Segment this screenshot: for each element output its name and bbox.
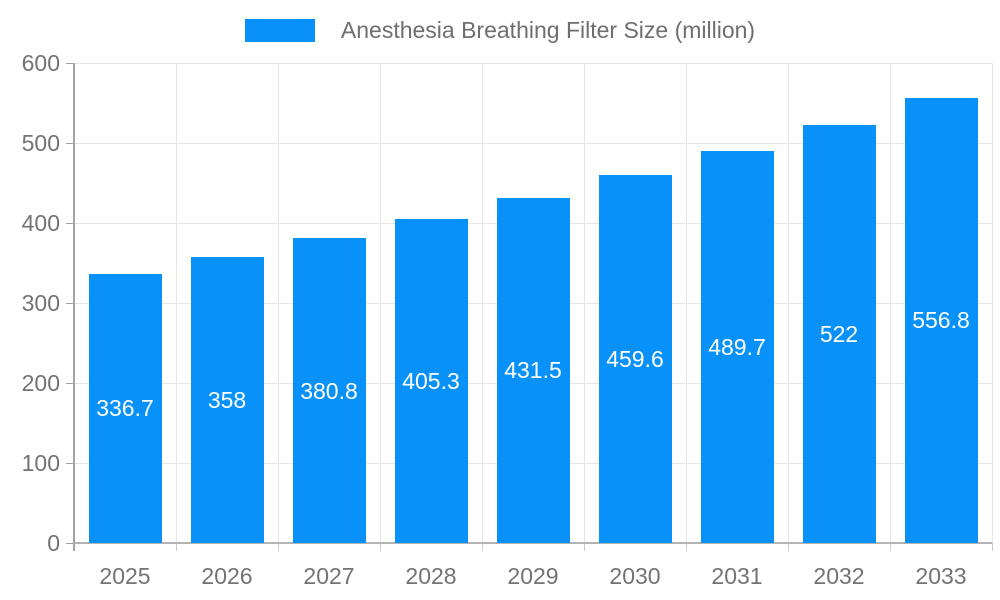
x-tick-mark xyxy=(175,543,177,551)
bar-2033[interactable] xyxy=(904,97,978,543)
x-axis-tick-label: 2026 xyxy=(201,563,253,589)
x-gridline xyxy=(583,63,585,543)
bar-value-label: 522 xyxy=(819,321,859,348)
y-tick-mark xyxy=(66,142,74,144)
bar-2030[interactable] xyxy=(598,175,672,543)
bar-value-label: 358 xyxy=(207,386,247,413)
x-tick-mark xyxy=(991,543,993,551)
bar-2025[interactable] xyxy=(88,273,162,543)
y-axis-tick-label: 200 xyxy=(21,370,60,396)
bar-value-label: 380.8 xyxy=(300,377,358,404)
y-gridline xyxy=(74,62,992,64)
bar-2031[interactable] xyxy=(700,151,774,543)
x-gridline xyxy=(481,63,483,543)
x-gridline xyxy=(991,63,993,543)
bar-value-label: 556.8 xyxy=(912,307,970,334)
x-axis-tick-label: 2029 xyxy=(507,563,559,589)
bar-2028[interactable] xyxy=(394,218,468,543)
legend-label: Anesthesia Breathing Filter Size (millio… xyxy=(340,16,756,43)
y-tick-mark xyxy=(66,382,74,384)
bar-value-label: 405.3 xyxy=(402,367,460,394)
x-axis-tick-label: 2027 xyxy=(303,563,355,589)
y-axis-tick-label: 500 xyxy=(21,130,60,156)
y-axis-line xyxy=(73,63,75,551)
x-axis-tick-label: 2032 xyxy=(813,563,865,589)
bar-2032[interactable] xyxy=(802,125,876,543)
y-axis-tick-label: 0 xyxy=(47,530,60,556)
x-tick-mark xyxy=(787,543,789,551)
x-axis-tick-label: 2033 xyxy=(915,563,967,589)
y-axis-tick-label: 400 xyxy=(21,210,60,236)
y-tick-mark xyxy=(66,222,74,224)
y-axis-tick-label: 100 xyxy=(21,450,60,476)
y-tick-mark xyxy=(66,542,74,544)
x-tick-mark xyxy=(379,543,381,551)
bar-value-label: 336.7 xyxy=(96,395,154,422)
y-gridline xyxy=(74,142,992,144)
x-axis-line xyxy=(74,542,992,544)
x-tick-mark xyxy=(481,543,483,551)
x-gridline xyxy=(889,63,891,543)
bar-2027[interactable] xyxy=(292,238,366,543)
y-tick-mark xyxy=(66,462,74,464)
x-axis-tick-label: 2030 xyxy=(609,563,661,589)
x-axis-tick-label: 2028 xyxy=(405,563,457,589)
x-gridline xyxy=(685,63,687,543)
bar-2026[interactable] xyxy=(190,256,264,543)
x-tick-mark xyxy=(583,543,585,551)
bar-value-label: 489.7 xyxy=(708,334,766,361)
x-axis-tick-label: 2031 xyxy=(711,563,763,589)
x-tick-mark xyxy=(685,543,687,551)
x-axis-tick-label: 2025 xyxy=(99,563,151,589)
x-tick-mark xyxy=(889,543,891,551)
chart-legend[interactable]: Anesthesia Breathing Filter Size (millio… xyxy=(0,16,1000,44)
y-axis-tick-label: 300 xyxy=(21,290,60,316)
y-axis-tick-label: 600 xyxy=(21,50,60,76)
x-tick-mark xyxy=(277,543,279,551)
bar-2029[interactable] xyxy=(496,197,570,543)
x-gridline xyxy=(277,63,279,543)
x-gridline xyxy=(379,63,381,543)
x-gridline xyxy=(787,63,789,543)
bar-value-label: 431.5 xyxy=(504,357,562,384)
x-gridline xyxy=(175,63,177,543)
y-tick-mark xyxy=(66,302,74,304)
legend-swatch-icon xyxy=(244,18,315,42)
y-tick-mark xyxy=(66,62,74,64)
bar-value-label: 459.6 xyxy=(606,346,664,373)
